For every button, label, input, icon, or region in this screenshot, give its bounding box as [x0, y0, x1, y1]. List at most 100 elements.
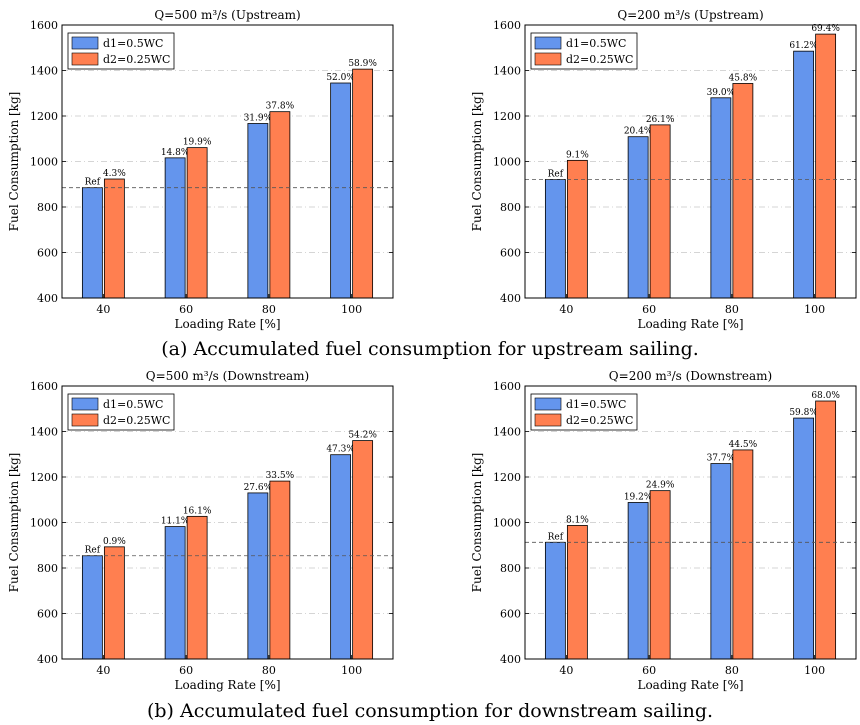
legend-swatch	[71, 52, 99, 66]
data-label: 39.0%	[707, 88, 736, 98]
bar-series2	[649, 124, 671, 299]
legend-label: d1=0.5WC	[566, 398, 626, 411]
data-label: 33.5%	[266, 471, 295, 481]
legend-swatch	[71, 413, 99, 427]
bar-series2	[566, 525, 588, 660]
bar-series2	[186, 515, 208, 660]
data-label: 9.1%	[566, 150, 589, 160]
x-tick-label: 60	[179, 303, 193, 316]
bar-series1	[330, 82, 352, 299]
x-tick-label: 80	[262, 303, 276, 316]
bar-series2	[815, 400, 837, 660]
data-label: 24.9%	[646, 481, 675, 491]
y-tick-label: 1000	[493, 156, 521, 169]
legend-swatch	[534, 413, 562, 427]
y-tick-label: 1000	[493, 517, 521, 530]
data-label: 37.8%	[266, 102, 295, 112]
chart-title: Q=200 m³/s (Downstream)	[609, 369, 772, 383]
data-label: 54.2%	[348, 431, 377, 441]
y-tick-label: 400	[500, 653, 521, 666]
data-label: Ref	[85, 178, 101, 188]
y-tick-label: 1600	[493, 19, 521, 32]
bar-series2	[732, 83, 754, 299]
bar-series2	[649, 490, 671, 660]
y-tick-label: 800	[500, 562, 521, 575]
x-tick-label: 60	[642, 303, 656, 316]
legend-label: d1=0.5WC	[103, 37, 163, 50]
x-axis-label: Loading Rate [%]	[637, 317, 743, 331]
bar-series1	[544, 179, 566, 299]
bar-series2	[103, 178, 125, 299]
data-label: 45.8%	[729, 73, 758, 83]
y-tick-label: 600	[500, 608, 521, 621]
x-tick-label: 100	[804, 664, 825, 677]
x-tick-label: 40	[96, 664, 110, 677]
legend-label: d2=0.25WC	[103, 414, 170, 427]
data-label: 0.9%	[103, 537, 126, 547]
bar-series1	[710, 463, 732, 660]
legend-swatch	[534, 52, 562, 66]
bar-series1	[627, 136, 649, 299]
x-tick-label: 100	[341, 303, 362, 316]
legend-swatch	[534, 36, 562, 50]
y-tick-label: 600	[500, 247, 521, 260]
y-tick-label: 800	[37, 201, 58, 214]
legend-swatch	[71, 397, 99, 411]
bar-series2	[269, 111, 291, 299]
legend-label: d2=0.25WC	[103, 53, 170, 66]
legend-label: d2=0.25WC	[566, 53, 633, 66]
bar-series1	[247, 123, 269, 299]
y-axis-label: Fuel Consumption [kg]	[470, 92, 484, 232]
y-tick-label: 400	[500, 292, 521, 305]
legend-label: d1=0.5WC	[103, 398, 163, 411]
data-label: 19.2%	[624, 492, 653, 502]
bar-series1	[81, 187, 103, 299]
x-tick-label: 100	[341, 664, 362, 677]
data-label: 27.6%	[244, 483, 273, 493]
data-label: Ref	[85, 546, 101, 556]
data-label: 59.8%	[789, 408, 818, 418]
data-label: 11.1%	[161, 517, 190, 527]
bar-series1	[81, 555, 103, 660]
y-tick-label: 600	[37, 247, 58, 260]
chart-title: Q=500 m³/s (Downstream)	[146, 369, 309, 383]
bar-series2	[269, 480, 291, 660]
x-axis-label: Loading Rate [%]	[174, 317, 280, 331]
data-label: 31.9%	[244, 114, 273, 124]
x-tick-label: 60	[642, 664, 656, 677]
x-tick-label: 80	[725, 664, 739, 677]
y-tick-label: 1200	[493, 110, 521, 123]
y-tick-label: 400	[37, 292, 58, 305]
chart-title: Q=200 m³/s (Upstream)	[617, 8, 763, 22]
chart-3: Ref 11.1% 27.6% 47.3% 0.9% 16.1% 33.5% 54.2% 400…	[7, 369, 394, 692]
data-label: 16.1%	[183, 506, 212, 516]
data-label: 44.5%	[729, 440, 758, 450]
legend-label: d2=0.25WC	[566, 414, 633, 427]
data-label: Ref	[548, 169, 564, 179]
x-tick-label: 100	[804, 303, 825, 316]
x-tick-label: 60	[179, 664, 193, 677]
data-label: 37.7%	[707, 454, 736, 464]
y-tick-label: 800	[500, 201, 521, 214]
bar-series1	[330, 454, 352, 660]
y-tick-label: 1600	[30, 19, 58, 32]
x-tick-label: 80	[262, 664, 276, 677]
bar-series1	[627, 502, 649, 660]
chart-4: Ref 19.2% 37.7% 59.8% 8.1% 24.9% 44.5% 68.0% 400…	[470, 369, 857, 692]
chart-1: Ref 14.8% 31.9% 52.0% 4.3% 19.9% 37.8% 58.9% 400…	[7, 8, 394, 331]
data-label: 58.9%	[348, 59, 377, 69]
data-label: 69.4%	[811, 24, 840, 34]
y-tick-label: 800	[37, 562, 58, 575]
data-label: 20.4%	[624, 127, 653, 137]
y-tick-label: 1000	[30, 517, 58, 530]
chart-2: Ref 20.4% 39.0% 61.2% 9.1% 26.1% 45.8% 69.4% 400…	[470, 8, 857, 331]
caption-a: (a) Accumulated fuel consumption for ups…	[161, 338, 699, 360]
y-tick-label: 1000	[30, 156, 58, 169]
y-tick-label: 1200	[30, 471, 58, 484]
x-axis-label: Loading Rate [%]	[637, 678, 743, 692]
bar-series2	[103, 546, 125, 660]
y-axis-label: Fuel Consumption [kg]	[7, 453, 21, 593]
bar-series2	[732, 449, 754, 660]
y-tick-label: 1200	[493, 471, 521, 484]
